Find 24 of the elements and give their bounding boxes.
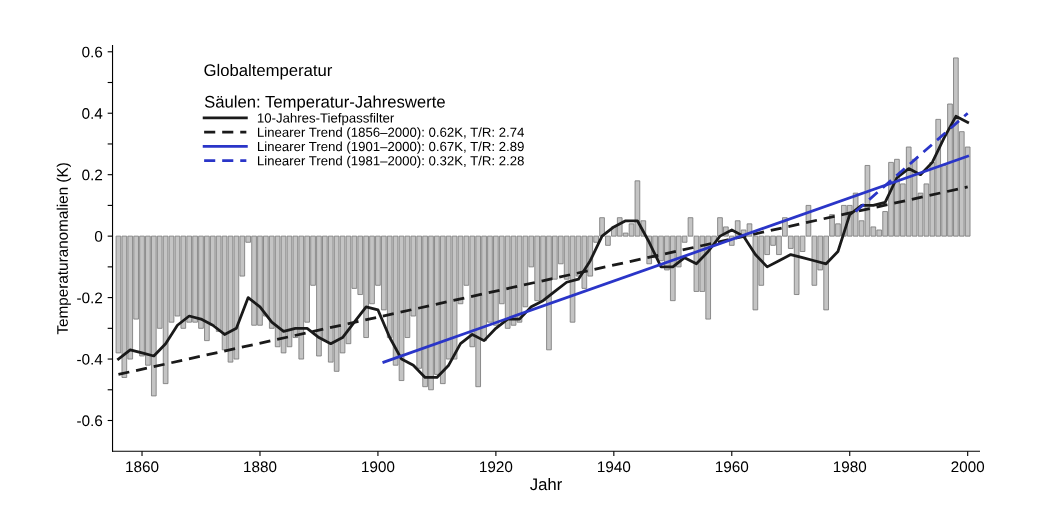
y-tick-label: 0.6 [82, 46, 103, 58]
legend-label: Linearer Trend (1856–2000): 0.62K, T/R: 2.74 [257, 127, 525, 140]
y-axis-title: Temperaturanomalien (K) [56, 163, 71, 335]
x-tick-label: 1960 [715, 461, 749, 473]
x-tick-label: 1940 [598, 461, 631, 473]
y-tick-label: 0 [94, 231, 103, 242]
legend-title: Säulen: Temperatur-Jahreswerte [204, 95, 445, 111]
y-tick-label: -0.2 [77, 292, 103, 304]
x-tick-label: 1980 [833, 461, 867, 473]
x-tick-label: 2000 [951, 461, 985, 473]
legend-label: Linearer Trend (1981–2000): 0.32K, T/R: 2.28 [257, 155, 524, 169]
y-tick-label: 0.4 [82, 108, 103, 119]
legend-label: 10-Jahres-Tiefpassfilter [257, 112, 395, 126]
legend-label: Linearer Trend (1901–2000): 0.67K, T/R: 2.89 [257, 141, 524, 154]
text: Globaltemperatur [204, 63, 333, 80]
y-tick-label: -0.6 [77, 415, 103, 427]
x-tick-label: 1860 [126, 461, 159, 473]
y-tick-label: 0.2 [82, 169, 103, 181]
y-tick-label: -0.4 [77, 353, 103, 365]
x-tick-label: 1900 [362, 461, 395, 473]
x-tick-label: 1920 [480, 461, 513, 473]
x-tick-label: 1880 [244, 461, 277, 473]
line-series [117, 114, 970, 379]
x-axis-title: Jahr [530, 477, 562, 491]
